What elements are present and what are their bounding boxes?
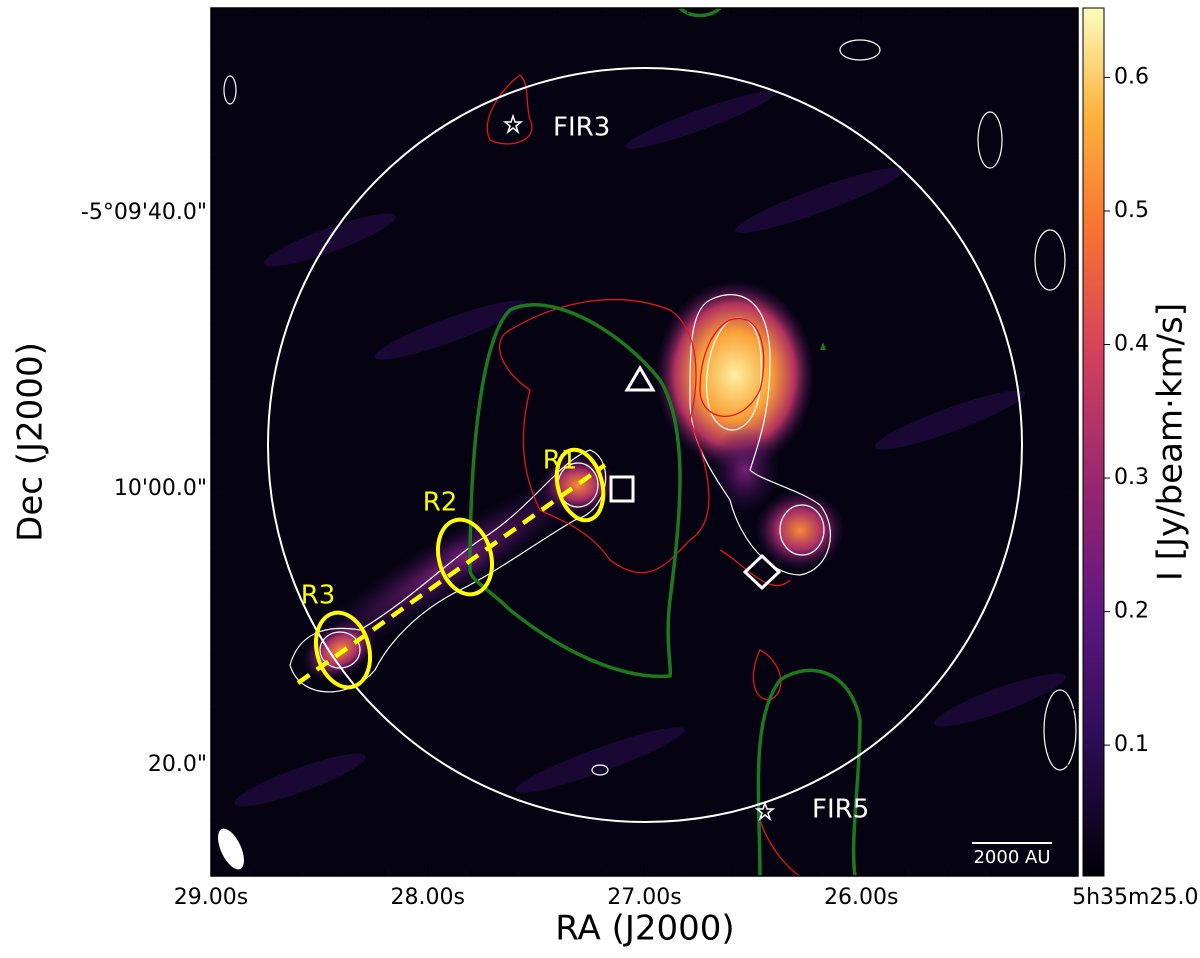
y-tick-label: -5°09'40.0" — [81, 200, 207, 225]
colorbar-tick-label: 0.5 — [1114, 198, 1149, 223]
region-label: R2 — [423, 488, 458, 518]
scale-bar-label: 2000 AU — [973, 847, 1050, 868]
y-axis-label: Dec (J2000) — [11, 342, 51, 542]
colorbar-tick-label: 0.2 — [1114, 599, 1149, 624]
colorbar — [1082, 7, 1105, 877]
x-tick-label: 27.00s — [607, 885, 681, 910]
region-label: R1 — [543, 446, 578, 476]
region-label: R3 — [301, 581, 336, 611]
x-tick-label: 28.00s — [391, 885, 465, 910]
colorbar-tick-label: 0.4 — [1114, 332, 1149, 357]
x-tick-label: 5h35m25.00s — [1072, 885, 1200, 910]
source-label: FIR3 — [553, 113, 610, 143]
source-label: FIR5 — [812, 795, 869, 825]
x-tick-label: 29.00s — [174, 885, 248, 910]
colorbar-tick-label: 0.6 — [1114, 64, 1149, 89]
axis-ticks — [210, 8, 1079, 876]
y-tick-label: 10'00.0" — [114, 476, 207, 501]
image — [211, 8, 1078, 876]
colorbar-tick-label: 0.3 — [1114, 465, 1149, 490]
colorbar-label: I [Jy/beam·km/s] — [1151, 303, 1191, 581]
colorbar-tick-label: 0.1 — [1114, 732, 1149, 757]
x-tick-label: 26.00s — [824, 885, 898, 910]
y-tick-label: 20.0" — [148, 752, 207, 777]
x-axis-label: RA (J2000) — [555, 909, 734, 949]
